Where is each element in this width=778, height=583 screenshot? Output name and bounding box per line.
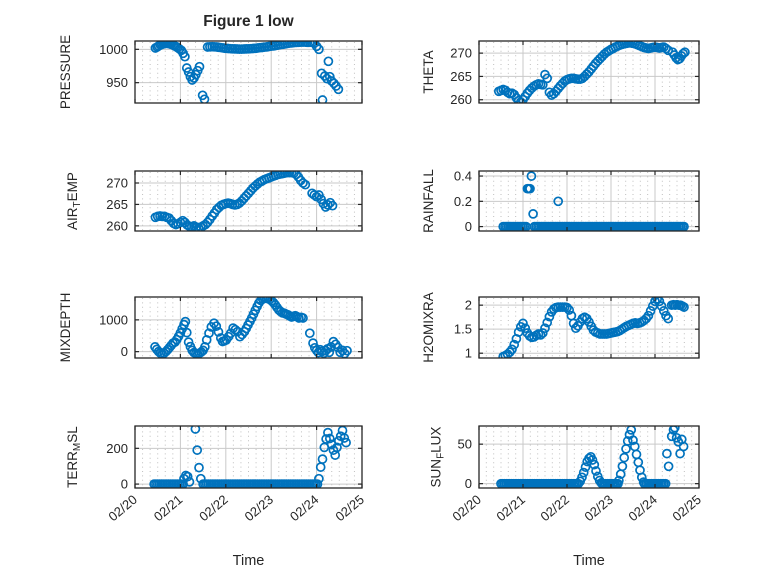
y-tick-label: 950 — [106, 75, 128, 90]
y-axis-label: AIRTEMP — [65, 172, 83, 230]
subplot-theta: 260 265 270 THETA — [421, 40, 700, 107]
y-axis-label: RAINFALL — [421, 169, 436, 233]
y-tick-label: 2 — [465, 298, 472, 313]
tick-marks — [134, 41, 363, 103]
y-tick-label: 0.4 — [454, 169, 472, 184]
y-tick-label: 0.2 — [454, 194, 472, 209]
y-tick-label: 1000 — [99, 42, 128, 57]
tick-marks — [134, 171, 363, 231]
x-tick-label: 02/23 — [242, 492, 277, 524]
y-tick-label: 0 — [465, 476, 472, 491]
axes-frame — [134, 170, 363, 232]
subplot-h2omixra: 1 1.5 2 H2OMIXRA — [421, 292, 700, 363]
series-points — [498, 297, 689, 358]
x-tick-label: 02/22 — [196, 492, 231, 524]
y-tick-label: 50 — [458, 437, 472, 452]
y-tick-label: 265 — [450, 69, 472, 84]
axes-frame — [134, 296, 363, 359]
y-tick-label: 200 — [106, 441, 128, 456]
y-tick-label: 260 — [450, 92, 472, 107]
x-tick-label: 02/25 — [332, 492, 367, 524]
tick-marks — [478, 41, 700, 103]
x-tick-label: 02/25 — [669, 492, 704, 524]
y-tick-label: 0 — [465, 219, 472, 234]
y-tick-label: 260 — [106, 218, 128, 233]
y-tick-label: 1 — [465, 346, 472, 361]
y-tick-label: 265 — [106, 197, 128, 212]
subplot-pressure: 950 1000 PRESSURE — [58, 35, 363, 109]
y-axis-label: THETA — [421, 50, 436, 93]
axes-frame — [478, 425, 700, 489]
series-points — [493, 41, 690, 103]
series-points — [150, 41, 344, 103]
tick-marks — [478, 297, 700, 358]
x-tick-label: 02/21 — [151, 492, 186, 524]
x-axis-label: Time — [233, 553, 265, 569]
x-tick-label: 02/24 — [625, 492, 660, 524]
figure-title: Figure 1 low — [203, 13, 294, 30]
axes-frame — [134, 40, 363, 104]
series-points — [150, 171, 338, 231]
y-axis-label: SUNFLUX — [428, 427, 446, 488]
axes-frame — [478, 40, 700, 104]
y-tick-label: 270 — [450, 46, 472, 61]
y-axis-label: PRESSURE — [58, 35, 73, 109]
axes-frame — [478, 296, 700, 359]
axes-frame — [134, 425, 363, 489]
x-axis-label: Time — [573, 553, 605, 569]
tick-marks — [478, 171, 700, 231]
y-tick-label: 0 — [121, 477, 128, 492]
tick-marks — [134, 297, 363, 358]
minor-grid — [485, 298, 693, 357]
y-tick-label: 1.5 — [454, 322, 472, 337]
subplot-terr-msl: 0 200 TERRMSL 02/20 02/21 02/22 02/23 02/24 02/2… — [65, 425, 367, 569]
y-axis-label: TERRMSL — [65, 426, 83, 488]
subplot-mixdepth: 0 1000 MIXDEPTH — [58, 293, 363, 363]
y-tick-label: 0 — [121, 344, 128, 359]
x-tick-label: 02/22 — [537, 492, 572, 524]
y-axis-label: MIXDEPTH — [58, 293, 73, 363]
y-tick-label: 270 — [106, 176, 128, 191]
x-tick-label: 02/21 — [493, 492, 528, 524]
subplot-rainfall: 0 0.2 0.4 RAINFALL — [421, 169, 700, 234]
y-axis-label: H2OMIXRA — [421, 292, 436, 363]
x-tick-label: 02/23 — [581, 492, 616, 524]
subplot-air-temp: 260 265 270 AIRTEMP — [65, 170, 363, 233]
x-tick-label: 02/24 — [287, 492, 322, 524]
x-tick-label: 02/20 — [449, 492, 484, 524]
minor-grid — [485, 172, 693, 230]
x-tick-label: 02/20 — [105, 492, 140, 524]
tick-marks — [478, 426, 700, 488]
tick-marks — [134, 426, 363, 488]
y-tick-label: 1000 — [99, 312, 128, 327]
